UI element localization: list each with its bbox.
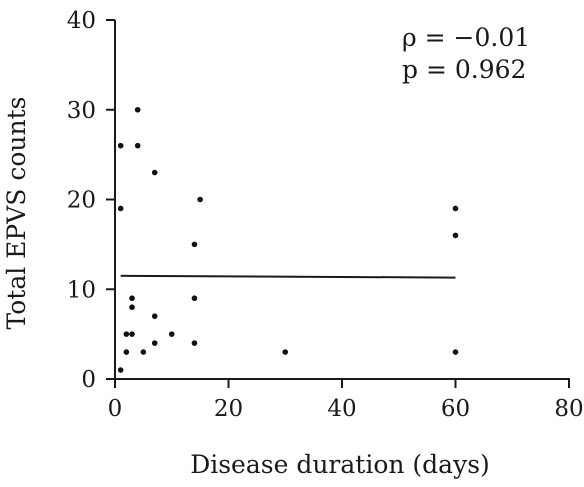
data-point <box>191 241 198 248</box>
x-tick-label: 40 <box>327 396 356 422</box>
x-axis-label: Disease duration (days) <box>190 450 490 479</box>
data-point <box>134 142 141 149</box>
data-point <box>129 295 135 302</box>
data-point <box>191 295 198 302</box>
y-tick-label: 30 <box>67 98 96 124</box>
x-axis-ticks: 0 20 40 60 80 <box>108 379 584 422</box>
data-points <box>117 106 459 373</box>
data-point <box>197 196 203 203</box>
x-tick-label: 80 <box>554 396 583 422</box>
data-point <box>117 205 124 212</box>
data-point <box>140 349 147 355</box>
x-tick-label: 0 <box>108 396 123 422</box>
data-point <box>129 331 135 337</box>
regression-line-group <box>120 274 456 279</box>
x-tick-label: 20 <box>214 396 243 422</box>
data-point <box>452 205 459 212</box>
y-tick-label: 20 <box>67 188 96 214</box>
data-point <box>168 331 175 337</box>
data-point <box>452 349 459 355</box>
data-point <box>123 331 130 337</box>
y-tick-label: 10 <box>67 277 96 303</box>
data-point <box>151 313 158 319</box>
data-point <box>117 367 124 373</box>
y-tick-label: 40 <box>67 8 96 34</box>
data-point <box>151 340 158 346</box>
data-point <box>191 340 198 346</box>
data-point <box>123 349 130 355</box>
y-axis-ticks: 0 10 20 30 40 <box>67 8 115 393</box>
rho-annotation: ρ = −0.01 <box>402 23 530 52</box>
p-value-annotation: p = 0.962 <box>402 55 526 84</box>
data-point <box>134 106 141 113</box>
regression-line <box>120 274 456 279</box>
y-axis-label: Total EPVS counts <box>2 96 31 329</box>
data-point <box>452 232 459 239</box>
x-tick-label: 60 <box>441 396 470 422</box>
data-point <box>282 349 289 355</box>
data-point <box>117 142 124 149</box>
data-point <box>151 169 158 176</box>
data-point <box>129 304 135 311</box>
y-tick-label: 0 <box>81 367 96 393</box>
